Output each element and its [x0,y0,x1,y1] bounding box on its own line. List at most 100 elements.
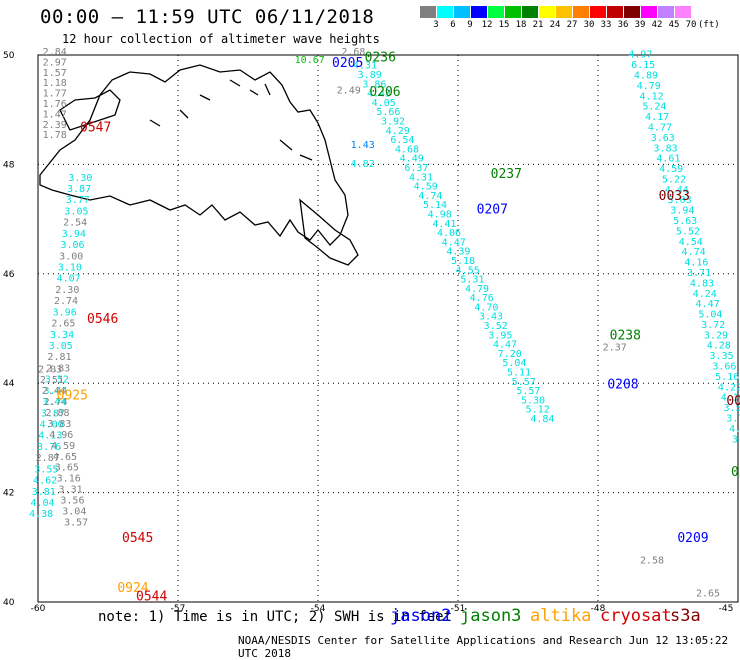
pass-time-label: 0033 [659,189,690,204]
wave-height-value: 3.55 [34,464,58,475]
wave-height-value: 4.82 [351,159,375,170]
wave-height-value: 3.95 [488,330,512,341]
scale-label: 15 [498,20,510,30]
wave-height-value: 4.83 [690,278,714,289]
lat-lon-grid [38,55,738,602]
lat-tick-label: 42 [3,489,14,499]
pass-time-label: 0236 [365,51,396,66]
wave-height-value: 4.79 [465,284,489,295]
wave-height-value: 2.49 [337,85,361,96]
wave-height-value: 3.16 [57,474,81,485]
wave-height-value: 3.29 [704,330,728,341]
pass-time-label: 0547 [80,121,111,136]
scale-swatch [556,6,572,18]
wave-height-value: 3.83 [47,419,71,430]
wave-height-value: 5.31 [460,275,484,286]
wave-height-value: 3.94 [670,206,694,217]
wave-height-value: 4.79 [637,81,661,92]
lat-tick-label: 46 [3,270,15,280]
scale-swatch [624,6,640,18]
wave-height-value: 4.32 [729,424,740,435]
wave-height-value: 4.49 [400,154,424,165]
scale-label: 24 [549,20,561,30]
scale-label: 3 [433,20,439,30]
wave-height-value: 3.65 [55,463,79,474]
wave-height-value: 4.13 [721,393,740,404]
wave-height-value: 5.52 [676,226,700,237]
wave-height-value: 5.57 [512,377,536,388]
wave-height-value: 5.57 [516,386,540,397]
wave-height-value: 5.03 [668,195,692,206]
wave-height-value: 3.71 [687,268,711,279]
legend-jason3: jason3 [460,606,522,626]
pass-time-label: 0237 [491,167,522,182]
lat-tick-label: 44 [3,379,15,389]
wave-height-value: 4.70 [474,302,498,313]
scale-swatch [641,6,657,18]
wave-height-value: 5.14 [423,200,447,211]
wave-height-value: 2.65 [696,589,720,600]
scale-label: 12 [481,20,493,30]
wave-height-value: 2.81 [47,352,71,363]
wave-height-value: 4.13 [38,431,62,442]
wave-height-value: 10.67 [295,55,325,66]
wave-height-value: 3.00 [59,251,83,262]
pass-time-label: 0207 [477,203,508,218]
scale-label: 30 [583,20,595,30]
wave-height-value: 2.84 [43,47,67,58]
wave-height-value: 5.18 [451,256,475,267]
scale-swatch [522,6,538,18]
wave-height-value: 5.22 [662,174,686,185]
wave-height-value: 4.98 [428,209,452,220]
wave-height-value: 4.84 [530,414,554,425]
pass-time-label: 0544 [136,589,167,604]
wave-height-value: 2.68 [341,47,365,58]
wave-height-value: 4.07 [57,274,81,285]
coastline [39,64,359,266]
wave-height-value: 4.68 [395,144,419,155]
wave-height-value: 5.30 [521,395,545,406]
wave-height-value: 3.56 [724,403,740,414]
pass-time-label: 003 [726,394,740,409]
wave-height-value: 4.59 [659,164,683,175]
wave-height-value: 4.28 [707,341,731,352]
scale-swatch [488,6,504,18]
wave-height-value: 1.18 [43,78,67,89]
wave-height-value: 3.40 [732,434,740,445]
scale-swatch [539,6,555,18]
wave-height-value: 4.55 [456,265,480,276]
scale-label: 33 [600,20,612,30]
lon-tick-label: -45 [719,604,734,614]
wave-height-value: 5.63 [673,216,697,227]
wave-height-value: 3.72 [701,320,725,331]
wave-height-value: 4.76 [470,293,494,304]
wave-height-value: 3.31 [59,485,83,496]
pass-time-label: 0206 [369,85,400,100]
wave-height-value: 4.47 [442,237,466,248]
wave-height-value: 3.89 [358,70,382,81]
wave-height-value: 5.24 [642,102,666,113]
wave-height-value: 3.94 [62,229,86,240]
pass-time-label: 0546 [87,312,118,327]
wave-height-value: 4.43 [367,89,391,100]
wave-height-value: 3.34 [50,330,74,341]
legend-jason2: jason2 [390,606,452,626]
wave-height-value: 5.11 [507,368,531,379]
scale-swatch [454,6,470,18]
legend-cryosat: cryosat [600,606,672,626]
wave-height-value: 3.44 [44,386,68,397]
wave-height-value: 4.41 [432,219,456,230]
satellite-tracks: 3.303.873.773.052.543.943.063.003.104.07… [29,47,740,600]
wave-height-value: 1.78 [43,130,67,141]
wave-height-value: 4.31 [409,172,433,183]
lon-tick-label: -57 [171,604,186,614]
wave-height-value: 4.04 [30,498,54,509]
bay-islands [149,79,313,161]
wave-height-value: 5.66 [376,107,400,118]
wave-height-value: 5.12 [526,405,550,416]
wave-height-value: 2.65 [51,319,75,330]
wave-height-value: 2.37 [603,342,627,353]
